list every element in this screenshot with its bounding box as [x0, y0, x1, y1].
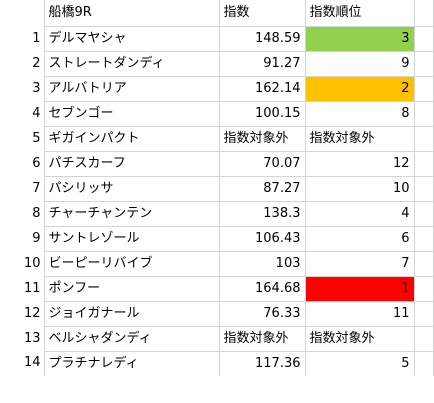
- table-row: 9 サントレゾール 106.43 6: [0, 226, 434, 252]
- row-number-cell[interactable]: 9: [0, 226, 45, 251]
- index-cell[interactable]: 162.14: [219, 76, 306, 102]
- rank-cell[interactable]: 5: [305, 351, 415, 376]
- horse-name-cell[interactable]: ジョイガナール: [44, 301, 220, 327]
- empty-cell[interactable]: [414, 251, 434, 277]
- horse-name-cell[interactable]: プラチナレディ: [44, 351, 220, 376]
- table-row: 2 ストレートダンディ 91.27 9: [0, 51, 434, 77]
- row-number-cell[interactable]: 10: [0, 251, 45, 276]
- row-number-cell[interactable]: 13: [0, 326, 45, 351]
- empty-cell[interactable]: [414, 276, 434, 302]
- table-row: 5 ギガインパクト 指数対象外 指数対象外: [0, 126, 434, 152]
- rank-cell[interactable]: 11: [305, 301, 415, 327]
- spreadsheet-grid: 船橋9R 指数 指数順位 1 デルマヤシャ 148.59 3 2 ストレートダンディ 91.…: [0, 0, 434, 376]
- row-number-cell[interactable]: 7: [0, 176, 45, 201]
- row-number-cell[interactable]: 4: [0, 101, 45, 126]
- rank-cell[interactable]: 10: [305, 176, 415, 202]
- empty-cell[interactable]: [414, 26, 434, 52]
- table-row: 6 パチスカーフ 70.07 12: [0, 151, 434, 177]
- rank-cell[interactable]: 指数対象外: [305, 326, 415, 352]
- empty-cell[interactable]: [414, 301, 434, 327]
- row-number-cell[interactable]: 1: [0, 26, 45, 51]
- index-cell[interactable]: 91.27: [219, 51, 306, 77]
- header-row-number-cell[interactable]: [0, 0, 45, 26]
- horse-name-cell[interactable]: セブンゴー: [44, 101, 220, 127]
- header-race-cell[interactable]: 船橋9R: [44, 0, 220, 27]
- rank-cell[interactable]: 指数対象外: [305, 126, 415, 152]
- index-cell[interactable]: 指数対象外: [219, 326, 306, 352]
- rank-cell[interactable]: 2: [305, 76, 415, 102]
- rank-cell[interactable]: 1: [305, 276, 415, 302]
- table-row: 11 ポンフー 164.68 1: [0, 276, 434, 302]
- rank-cell[interactable]: 9: [305, 51, 415, 77]
- horse-name-cell[interactable]: デルマヤシャ: [44, 26, 220, 52]
- empty-cell[interactable]: [414, 101, 434, 127]
- horse-name-cell[interactable]: パシリッサ: [44, 176, 220, 202]
- horse-name-cell[interactable]: ポンフー: [44, 276, 220, 302]
- horse-name-cell[interactable]: チャーチャンテン: [44, 201, 220, 227]
- table-row: 8 チャーチャンテン 138.3 4: [0, 201, 434, 227]
- rank-cell[interactable]: 8: [305, 101, 415, 127]
- row-number-cell[interactable]: 5: [0, 126, 45, 151]
- empty-cell[interactable]: [414, 76, 434, 102]
- empty-cell[interactable]: [414, 226, 434, 252]
- index-cell[interactable]: 103: [219, 251, 306, 277]
- empty-cell[interactable]: [414, 326, 434, 352]
- index-cell[interactable]: 117.36: [219, 351, 306, 376]
- horse-name-cell[interactable]: サントレゾール: [44, 226, 220, 252]
- row-number-cell[interactable]: 14: [0, 351, 45, 376]
- row-number-cell[interactable]: 11: [0, 276, 45, 301]
- header-index-cell[interactable]: 指数: [219, 0, 306, 27]
- horse-name-cell[interactable]: パチスカーフ: [44, 151, 220, 177]
- index-cell[interactable]: 76.33: [219, 301, 306, 327]
- row-number-cell[interactable]: 3: [0, 76, 45, 101]
- header-rank-cell[interactable]: 指数順位: [305, 0, 415, 27]
- index-cell[interactable]: 100.15: [219, 101, 306, 127]
- rank-cell[interactable]: 4: [305, 201, 415, 227]
- horse-name-cell[interactable]: ギガインパクト: [44, 126, 220, 152]
- header-row: 船橋9R 指数 指数順位: [0, 0, 434, 27]
- index-cell[interactable]: 87.27: [219, 176, 306, 202]
- table-row: 1 デルマヤシャ 148.59 3: [0, 26, 434, 52]
- table-row: 12 ジョイガナール 76.33 11: [0, 301, 434, 327]
- rank-cell[interactable]: 3: [305, 26, 415, 52]
- index-cell[interactable]: 70.07: [219, 151, 306, 177]
- spreadsheet-body: 船橋9R 指数 指数順位 1 デルマヤシャ 148.59 3 2 ストレートダンディ 91.…: [0, 0, 434, 376]
- table-row: 14 プラチナレディ 117.36 5: [0, 351, 434, 376]
- index-cell[interactable]: 106.43: [219, 226, 306, 252]
- row-number-cell[interactable]: 6: [0, 151, 45, 176]
- empty-cell[interactable]: [414, 351, 434, 376]
- empty-cell[interactable]: [414, 0, 434, 27]
- index-cell[interactable]: 指数対象外: [219, 126, 306, 152]
- horse-name-cell[interactable]: ビーピーリバイブ: [44, 251, 220, 277]
- rank-cell[interactable]: 6: [305, 226, 415, 252]
- empty-cell[interactable]: [414, 126, 434, 152]
- table-row: 7 パシリッサ 87.27 10: [0, 176, 434, 202]
- horse-name-cell[interactable]: ストレートダンディ: [44, 51, 220, 77]
- table-row: 3 アルバトリア 162.14 2: [0, 76, 434, 102]
- row-number-cell[interactable]: 12: [0, 301, 45, 326]
- horse-name-cell[interactable]: アルバトリア: [44, 76, 220, 102]
- empty-cell[interactable]: [414, 151, 434, 177]
- row-number-cell[interactable]: 8: [0, 201, 45, 226]
- index-cell[interactable]: 138.3: [219, 201, 306, 227]
- table-row: 10 ビーピーリバイブ 103 7: [0, 251, 434, 277]
- empty-cell[interactable]: [414, 176, 434, 202]
- horse-name-cell[interactable]: ベルシャダンディ: [44, 326, 220, 352]
- row-number-cell[interactable]: 2: [0, 51, 45, 76]
- empty-cell[interactable]: [414, 201, 434, 227]
- table-row: 13 ベルシャダンディ 指数対象外 指数対象外: [0, 326, 434, 352]
- rank-cell[interactable]: 12: [305, 151, 415, 177]
- rank-cell[interactable]: 7: [305, 251, 415, 277]
- index-cell[interactable]: 164.68: [219, 276, 306, 302]
- empty-cell[interactable]: [414, 51, 434, 77]
- index-cell[interactable]: 148.59: [219, 26, 306, 52]
- table-row: 4 セブンゴー 100.15 8: [0, 101, 434, 127]
